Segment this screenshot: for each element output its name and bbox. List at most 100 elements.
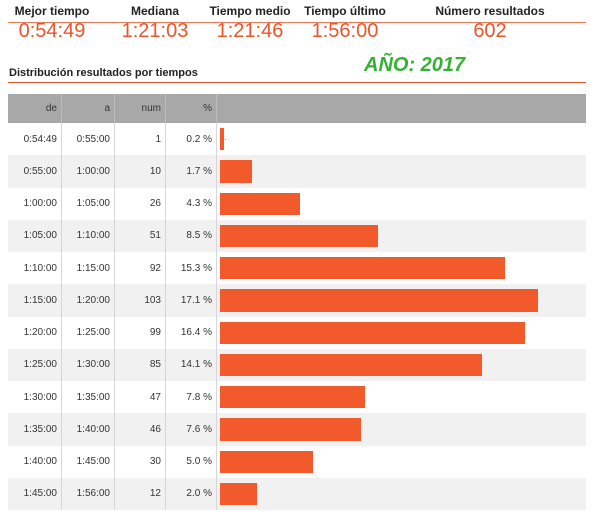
percent-cell: 15.3 % xyxy=(166,252,217,285)
percent-cell: 4.3 % xyxy=(166,187,217,220)
range-to-cell: 1:45:00 xyxy=(62,445,115,478)
range-from-cell: 1:25:00 xyxy=(8,348,62,381)
bar-cell xyxy=(217,123,586,155)
bar-cell xyxy=(217,252,586,284)
count-cell: 103 xyxy=(115,284,166,317)
table-row: 1:15:00 1:20:00 103 17.1 % xyxy=(8,284,586,317)
range-from-cell: 1:05:00 xyxy=(8,219,62,252)
range-from-cell: 1:30:00 xyxy=(8,381,62,414)
table-row: 1:40:00 1:45:00 30 5.0 % xyxy=(8,445,586,478)
bar-cell xyxy=(217,284,586,316)
range-to-cell: 1:30:00 xyxy=(62,348,115,381)
table-row: 1:20:00 1:25:00 99 16.4 % xyxy=(8,316,586,349)
table-row: 0:55:00 1:00:00 10 1.7 % xyxy=(8,155,586,188)
count-cell: 47 xyxy=(115,381,166,414)
distribution-bar xyxy=(220,482,258,505)
stat-label: Tiempo último xyxy=(304,4,386,18)
stat-value: 0:54:49 xyxy=(18,20,86,42)
range-from-cell: 0:55:00 xyxy=(8,155,62,188)
bar-cell xyxy=(217,446,586,478)
distribution-bar xyxy=(220,450,313,473)
table-row: 1:25:00 1:30:00 85 14.1 % xyxy=(8,348,586,381)
range-from-cell: 0:54:49 xyxy=(8,123,62,156)
bar-cell xyxy=(217,349,586,381)
range-from-cell: 1:35:00 xyxy=(8,413,62,446)
percent-cell: 7.8 % xyxy=(166,381,217,414)
range-from-cell: 1:00:00 xyxy=(8,187,62,220)
table-row: 1:00:00 1:05:00 26 4.3 % xyxy=(8,187,586,220)
stat-value: 1:21:03 xyxy=(121,20,189,42)
distribution-bar xyxy=(220,160,252,183)
percent-cell: 1.7 % xyxy=(166,155,217,188)
range-to-cell: 1:20:00 xyxy=(62,284,115,317)
table-row: 1:05:00 1:10:00 51 8.5 % xyxy=(8,219,586,252)
summary-stats: Mejor tiempo 0:54:49 Mediana 1:21:03 Tie… xyxy=(0,0,595,50)
distribution-bar xyxy=(220,257,505,280)
count-cell: 46 xyxy=(115,413,166,446)
stat-best-time: Mejor tiempo 0:54:49 xyxy=(12,4,92,43)
range-to-cell: 1:25:00 xyxy=(62,316,115,349)
range-to-cell: 1:35:00 xyxy=(62,381,115,414)
percent-cell: 0.2 % xyxy=(166,123,217,156)
stat-label: Tiempo medio xyxy=(209,4,291,18)
stat-label: Número resultados xyxy=(435,4,545,18)
percent-cell: 8.5 % xyxy=(166,219,217,252)
bar-cell xyxy=(217,478,586,510)
percent-cell: 17.1 % xyxy=(166,284,217,317)
section-divider xyxy=(8,82,586,83)
column-header-num: num xyxy=(115,94,166,123)
year-label: AÑO: 2017 xyxy=(364,54,466,76)
percent-cell: 7.6 % xyxy=(166,413,217,446)
stat-last-time: Tiempo último 1:56:00 xyxy=(300,4,390,43)
distribution-bar xyxy=(220,386,366,409)
table-row: 1:45:00 1:56:00 12 2.0 % xyxy=(8,477,586,510)
count-cell: 26 xyxy=(115,187,166,220)
range-to-cell: 1:00:00 xyxy=(62,155,115,188)
range-to-cell: 0:55:00 xyxy=(62,123,115,156)
stat-label: Mejor tiempo xyxy=(14,4,90,18)
range-to-cell: 1:05:00 xyxy=(62,187,115,220)
distribution-bar xyxy=(220,321,525,344)
table-body: 0:54:49 0:55:00 1 0.2 % 0:55:00 1:00:00 10 1.7 … xyxy=(8,123,586,510)
bar-tick xyxy=(225,139,226,141)
distribution-bar xyxy=(220,192,300,215)
count-cell: 30 xyxy=(115,445,166,478)
count-cell: 1 xyxy=(115,123,166,156)
stat-result-count: Número resultados 602 xyxy=(425,4,555,43)
percent-cell: 5.0 % xyxy=(166,445,217,478)
table-row: 0:54:49 0:55:00 1 0.2 % xyxy=(8,123,586,156)
range-from-cell: 1:10:00 xyxy=(8,252,62,285)
bar-cell xyxy=(217,413,586,445)
stat-mean-time: Tiempo medio 1:21:46 xyxy=(205,4,295,43)
bar-cell xyxy=(217,188,586,220)
range-to-cell: 1:10:00 xyxy=(62,219,115,252)
stat-value: 1:21:46 xyxy=(216,20,284,42)
count-cell: 10 xyxy=(115,155,166,188)
percent-cell: 2.0 % xyxy=(166,477,217,510)
range-from-cell: 1:20:00 xyxy=(8,316,62,349)
range-from-cell: 1:45:00 xyxy=(8,477,62,510)
percent-cell: 16.4 % xyxy=(166,316,217,349)
range-to-cell: 1:40:00 xyxy=(62,413,115,446)
bar-cell xyxy=(217,155,586,187)
count-cell: 12 xyxy=(115,477,166,510)
range-to-cell: 1:15:00 xyxy=(62,252,115,285)
bar-cell xyxy=(217,317,586,349)
distribution-bar xyxy=(220,224,379,247)
section-title: Distribución resultados por tiempos xyxy=(9,67,198,79)
count-cell: 99 xyxy=(115,316,166,349)
stat-value: 602 xyxy=(473,20,507,42)
summary-divider xyxy=(8,22,586,23)
distribution-bar xyxy=(220,353,483,376)
table-header: de a num % xyxy=(8,94,586,123)
bar-cell xyxy=(217,381,586,413)
table-row: 1:30:00 1:35:00 47 7.8 % xyxy=(8,381,586,414)
distribution-bar xyxy=(220,289,538,312)
column-header-de: de xyxy=(8,94,62,123)
count-cell: 92 xyxy=(115,252,166,285)
stat-median: Mediana 1:21:03 xyxy=(115,4,195,43)
distribution-bar xyxy=(220,128,224,151)
bar-cell xyxy=(217,220,586,252)
distribution-table: de a num % 0:54:49 0:55:00 1 0.2 % 0:55:00 1:… xyxy=(8,94,586,510)
stat-value: 1:56:00 xyxy=(311,20,379,42)
